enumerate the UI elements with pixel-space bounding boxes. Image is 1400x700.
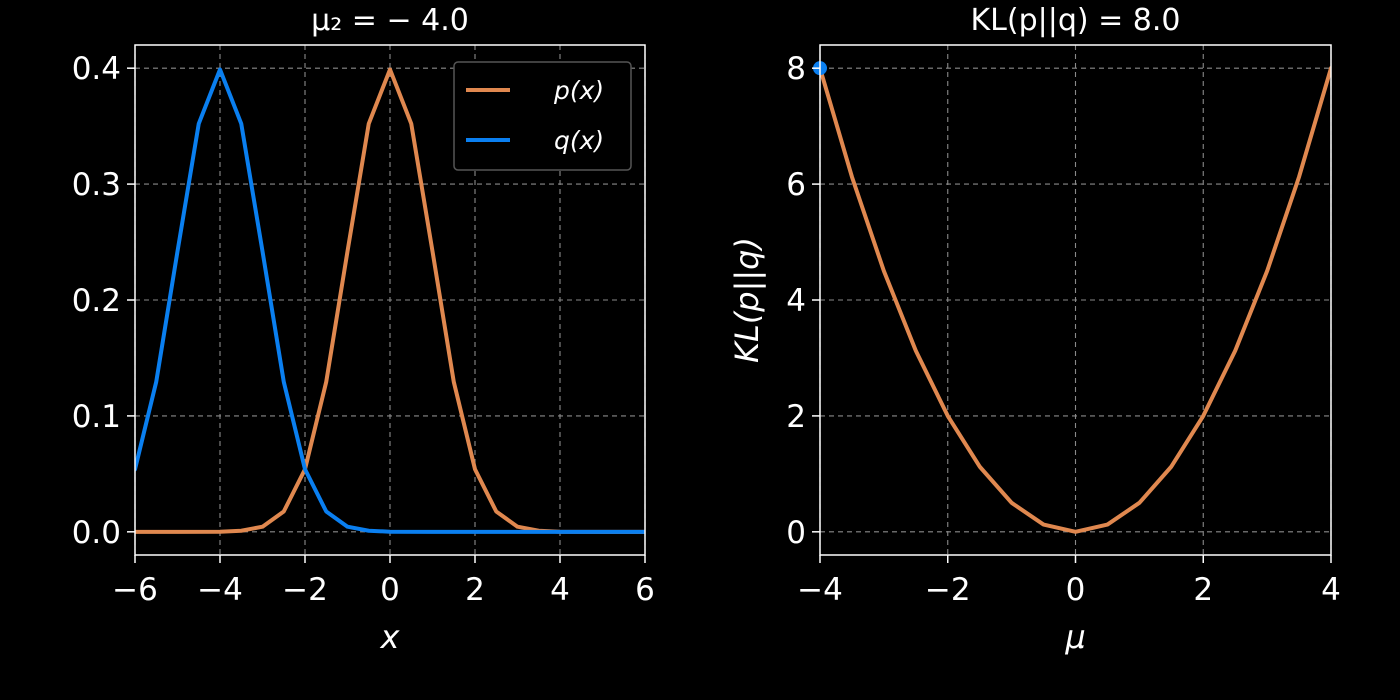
x-tick-label: −4 xyxy=(197,572,243,608)
legend-label: p(x) xyxy=(553,76,604,105)
legend: p(x) q(x) xyxy=(453,61,632,171)
series-line-qx xyxy=(135,67,645,534)
y-tick-label: 0.0 xyxy=(72,515,121,551)
y-tick-label: 0 xyxy=(786,515,806,551)
y-tick-label: 0.3 xyxy=(72,167,121,203)
y-tick-label: 2 xyxy=(786,399,806,435)
y-tick-label: 8 xyxy=(786,51,806,87)
legend-box xyxy=(453,61,632,171)
y-tick-label: 0.1 xyxy=(72,399,121,435)
kl-panel: −4 −2 0 2 4 0 2 4 6 8 KL(p||q) = 8.0 μ KL(p||q) xyxy=(728,3,1341,656)
x-tick-label: 4 xyxy=(1321,572,1341,608)
x-tick-label: −6 xyxy=(112,572,158,608)
y-tick-label: 4 xyxy=(786,283,806,319)
x-tick-label: −4 xyxy=(797,572,843,608)
x-tick-label: 0 xyxy=(380,572,400,608)
x-tick-label: 2 xyxy=(1193,572,1213,608)
x-tick-label: 6 xyxy=(635,572,655,608)
chart-title: μ₂ = − 4.0 xyxy=(311,3,469,38)
series-line-kl xyxy=(820,66,1331,534)
pdf-panel: −6 −4 −2 0 2 4 6 0.0 0.1 0.2 0.3 0.4 μ₂ = − 4.0 x p(x)… xyxy=(72,3,655,656)
x-tick-label: 0 xyxy=(1066,572,1086,608)
x-tick-label: −2 xyxy=(925,572,971,608)
y-tick-label: 0.4 xyxy=(72,51,121,87)
x-tick-label: 4 xyxy=(550,572,570,608)
y-axis-label: KL(p||q) xyxy=(728,237,766,363)
legend-label: q(x) xyxy=(554,126,604,155)
chart-title: KL(p||q) = 8.0 xyxy=(970,3,1180,38)
y-tick-label: 0.2 xyxy=(72,283,121,319)
series-line-px xyxy=(135,67,645,534)
x-axis-label: x xyxy=(380,618,401,656)
x-axis-label: μ xyxy=(1064,618,1085,656)
x-tick-label: 2 xyxy=(465,572,485,608)
y-tick-label: 6 xyxy=(786,167,806,203)
x-tick-label: −2 xyxy=(282,572,328,608)
